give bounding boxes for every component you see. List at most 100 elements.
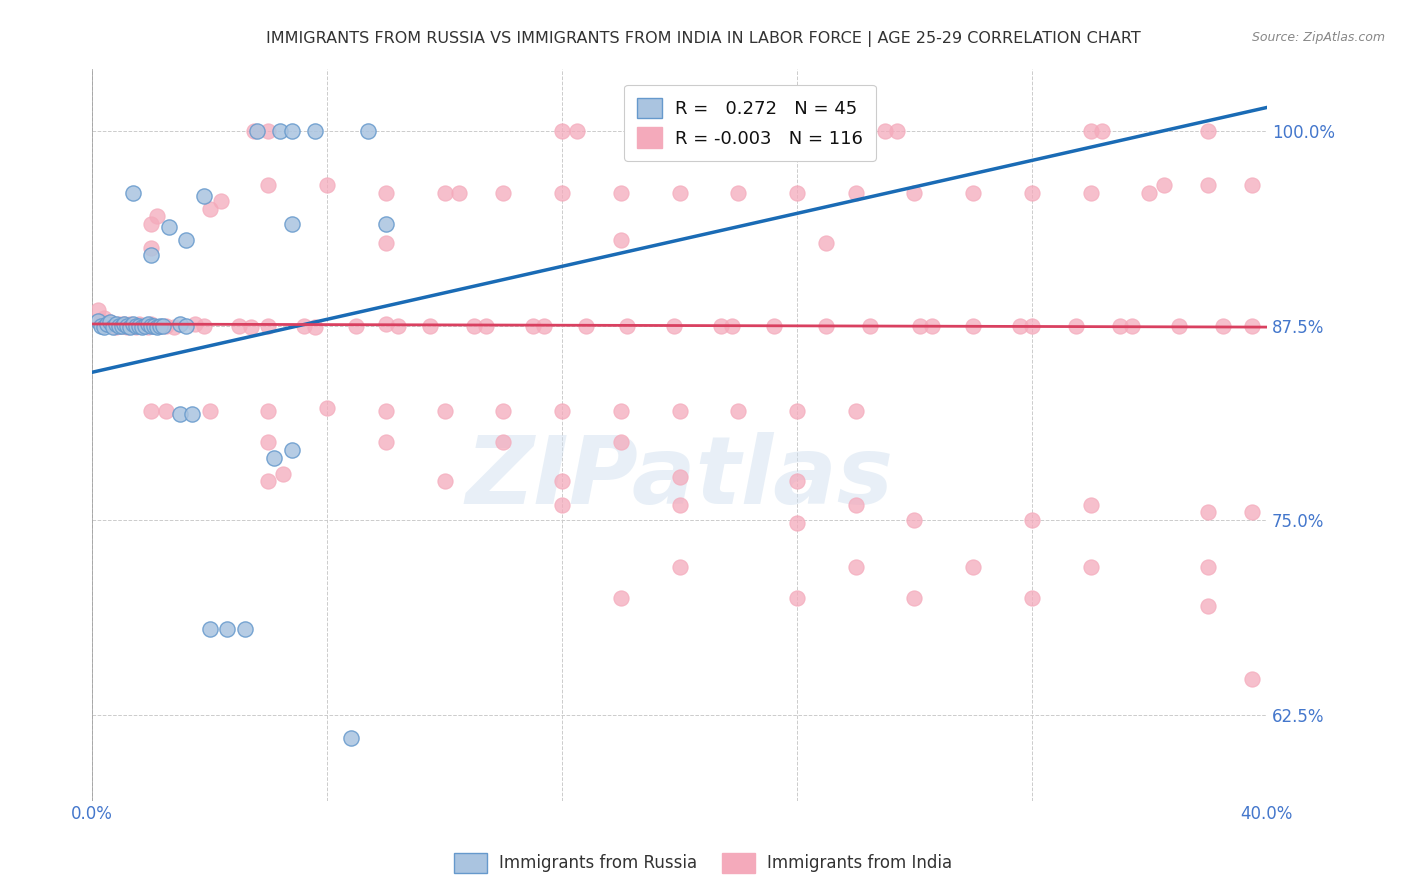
- Point: [122, 186, 145, 201]
- Point: [845, 498, 868, 512]
- Point: [533, 318, 555, 333]
- Point: [727, 186, 749, 201]
- Point: [128, 318, 150, 333]
- Point: [139, 317, 162, 331]
- Point: [257, 124, 280, 138]
- Point: [193, 318, 215, 333]
- Point: [522, 318, 544, 333]
- Point: [193, 189, 215, 203]
- Point: [110, 318, 132, 333]
- Point: [269, 124, 291, 138]
- Point: [433, 404, 456, 418]
- Point: [1080, 186, 1102, 201]
- Point: [134, 318, 156, 333]
- Point: [492, 404, 515, 418]
- Point: [374, 435, 396, 450]
- Point: [551, 404, 574, 418]
- Point: [125, 318, 148, 333]
- Point: [1064, 318, 1087, 333]
- Point: [217, 622, 239, 636]
- Point: [551, 186, 574, 201]
- Point: [257, 318, 280, 333]
- Point: [128, 317, 150, 331]
- Point: [1010, 318, 1032, 333]
- Point: [263, 450, 285, 465]
- Point: [304, 124, 326, 138]
- Point: [668, 498, 690, 512]
- Point: [139, 318, 162, 333]
- Point: [98, 315, 121, 329]
- Point: [374, 186, 396, 201]
- Point: [149, 318, 172, 333]
- Point: [139, 248, 162, 262]
- Point: [257, 475, 280, 489]
- Point: [419, 318, 441, 333]
- Point: [551, 475, 574, 489]
- Point: [122, 317, 145, 331]
- Point: [721, 318, 744, 333]
- Point: [169, 407, 191, 421]
- Point: [316, 401, 339, 415]
- Point: [374, 235, 396, 250]
- Point: [786, 516, 808, 531]
- Point: [668, 469, 690, 483]
- Point: [574, 318, 596, 333]
- Point: [903, 591, 925, 606]
- Point: [1080, 560, 1102, 574]
- Point: [96, 317, 118, 331]
- Point: [87, 302, 110, 317]
- Point: [139, 217, 162, 231]
- Point: [209, 194, 232, 208]
- Point: [903, 513, 925, 527]
- Point: [257, 404, 280, 418]
- Point: [1153, 178, 1175, 193]
- Point: [316, 178, 339, 193]
- Point: [1091, 124, 1114, 138]
- Point: [610, 591, 633, 606]
- Text: IMMIGRANTS FROM RUSSIA VS IMMIGRANTS FROM INDIA IN LABOR FORCE | AGE 25-29 CORRE: IMMIGRANTS FROM RUSSIA VS IMMIGRANTS FRO…: [266, 31, 1140, 47]
- Point: [96, 317, 118, 331]
- Point: [152, 318, 174, 333]
- Point: [134, 318, 156, 333]
- Point: [1197, 124, 1219, 138]
- Point: [155, 318, 177, 333]
- Point: [101, 318, 124, 333]
- Point: [463, 318, 485, 333]
- Point: [136, 317, 159, 331]
- Point: [339, 731, 361, 746]
- Point: [565, 124, 588, 138]
- Point: [374, 404, 396, 418]
- Point: [815, 235, 838, 250]
- Point: [117, 320, 139, 334]
- Point: [433, 475, 456, 489]
- Text: Source: ZipAtlas.com: Source: ZipAtlas.com: [1251, 31, 1385, 45]
- Point: [727, 404, 749, 418]
- Point: [87, 314, 110, 328]
- Point: [131, 318, 153, 333]
- Point: [786, 475, 808, 489]
- Point: [292, 318, 315, 333]
- Point: [174, 233, 197, 247]
- Point: [110, 318, 132, 333]
- Point: [104, 320, 127, 334]
- Point: [668, 560, 690, 574]
- Point: [845, 560, 868, 574]
- Point: [233, 622, 256, 636]
- Legend: Immigrants from Russia, Immigrants from India: Immigrants from Russia, Immigrants from …: [447, 847, 959, 880]
- Point: [1241, 672, 1264, 686]
- Point: [1139, 186, 1161, 201]
- Point: [1021, 318, 1043, 333]
- Point: [433, 186, 456, 201]
- Point: [239, 320, 262, 334]
- Point: [163, 320, 186, 334]
- Point: [90, 318, 112, 333]
- Point: [1080, 498, 1102, 512]
- Point: [271, 467, 294, 481]
- Point: [859, 318, 882, 333]
- Point: [492, 435, 515, 450]
- Point: [1021, 186, 1043, 201]
- Point: [1241, 178, 1264, 193]
- Point: [962, 318, 984, 333]
- Point: [962, 186, 984, 201]
- Point: [474, 318, 496, 333]
